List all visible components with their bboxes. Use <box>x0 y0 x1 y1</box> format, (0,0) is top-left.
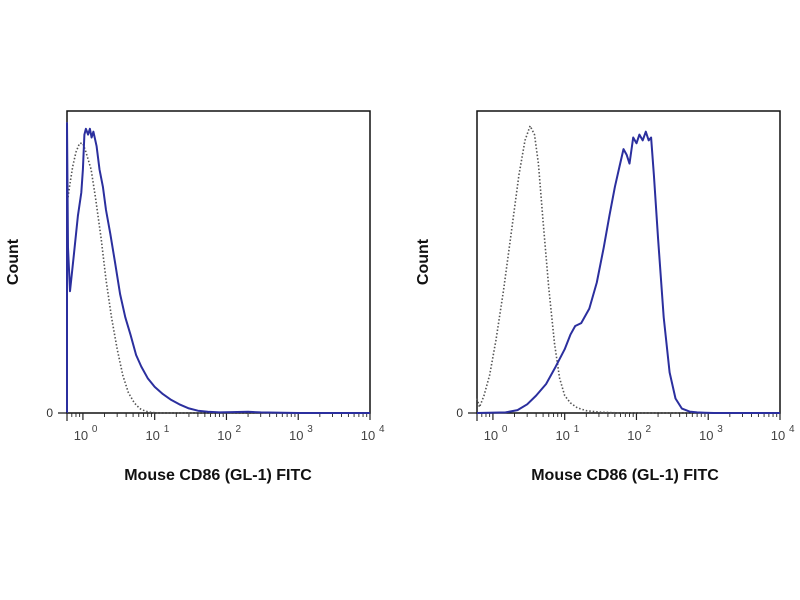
x-axis-title: Mouse CD86 (GL-1) FITC <box>531 467 719 484</box>
plot-frame <box>66 110 371 414</box>
stained-histogram <box>476 130 780 414</box>
x-tick-label: 10 <box>289 428 303 443</box>
y-tick-label-zero: 0 <box>456 406 463 420</box>
x-tick-label: 10 <box>217 428 231 443</box>
stained-histogram <box>66 122 370 414</box>
isotype-control-histogram <box>476 125 780 414</box>
plot-frame <box>476 110 781 414</box>
isotype-control-histogram <box>66 142 370 414</box>
x-axis-ticks <box>476 413 781 421</box>
x-tick-label-exponent: 0 <box>92 424 98 435</box>
x-tick-label-exponent: 2 <box>235 424 241 435</box>
x-tick-label-exponent: 4 <box>789 424 795 435</box>
series-group <box>66 122 370 414</box>
x-tick-label-exponent: 1 <box>574 424 580 435</box>
x-tick-label-exponent: 3 <box>717 424 723 435</box>
x-tick-label: 10 <box>555 428 569 443</box>
x-tick-label: 10 <box>145 428 159 443</box>
x-tick-label-exponent: 0 <box>502 424 508 435</box>
y-axis-title: Count <box>415 238 432 285</box>
histogram-panel-left: 10 0 10 1 10 2 10 3 10 4 0 Count Mouse CD86 (GL-1… <box>5 110 385 484</box>
x-tick-label: 10 <box>627 428 641 443</box>
series-group <box>476 125 780 414</box>
x-tick-label-exponent: 4 <box>379 424 385 435</box>
x-tick-label: 10 <box>484 428 498 443</box>
x-tick-label: 10 <box>361 428 375 443</box>
y-tick-label-zero: 0 <box>46 406 53 420</box>
x-axis-tick-labels: 10 0 10 1 10 2 10 3 10 4 <box>484 424 795 443</box>
x-tick-label: 10 <box>771 428 785 443</box>
x-tick-label: 10 <box>74 428 88 443</box>
x-tick-label-exponent: 2 <box>645 424 651 435</box>
x-tick-label-exponent: 3 <box>307 424 313 435</box>
histogram-panel-right: 10 0 10 1 10 2 10 3 10 4 0 Count Mouse CD86 (GL-1… <box>415 110 795 484</box>
x-tick-label: 10 <box>699 428 713 443</box>
x-axis-tick-labels: 10 0 10 1 10 2 10 3 10 4 <box>74 424 385 443</box>
y-axis-title: Count <box>5 238 22 285</box>
x-axis-ticks <box>66 413 371 421</box>
x-axis-title: Mouse CD86 (GL-1) FITC <box>124 467 312 484</box>
x-tick-label-exponent: 1 <box>164 424 170 435</box>
